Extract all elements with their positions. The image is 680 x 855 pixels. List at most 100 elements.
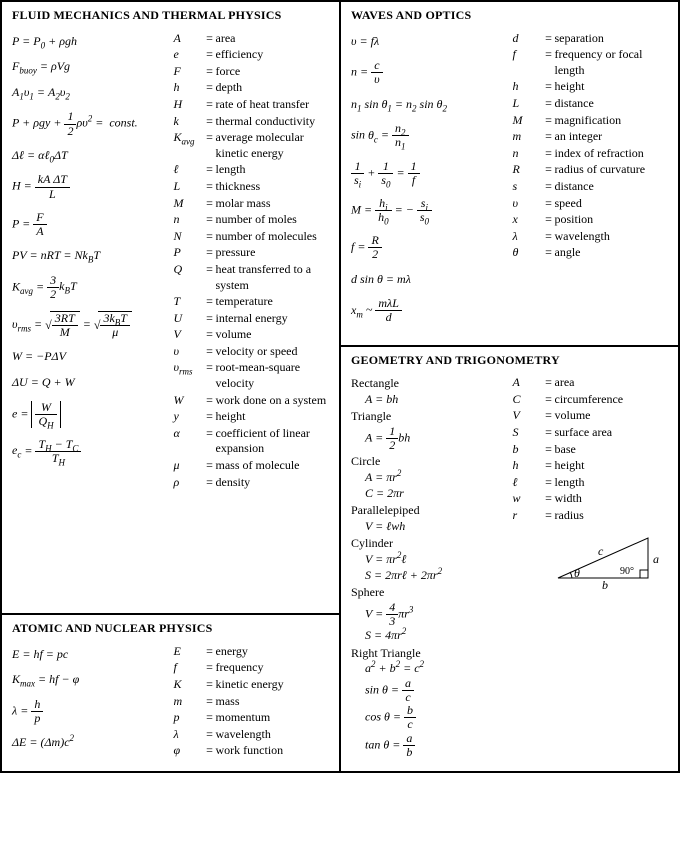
definition-symbol: Kavg <box>174 130 204 161</box>
definition-text: mass of molecule <box>216 458 330 474</box>
definition-text: kinetic energy <box>216 677 330 693</box>
definition-text: molar mass <box>216 196 330 212</box>
definition-symbol: E <box>174 644 204 660</box>
definition-text: position <box>555 212 669 228</box>
panel-title-waves: WAVES AND OPTICS <box>351 8 668 24</box>
definition-row: V=volume <box>174 327 330 343</box>
definition-text: number of moles <box>216 212 330 228</box>
definition-text: momentum <box>216 710 330 726</box>
panel-title-atomic: ATOMIC AND NUCLEAR PHYSICS <box>12 621 329 637</box>
definition-symbol: φ <box>174 743 204 759</box>
definition-symbol: θ <box>513 245 543 261</box>
definition-symbol: υrms <box>174 360 204 391</box>
definition-symbol: μ <box>174 458 204 474</box>
definition-text: energy <box>216 644 330 660</box>
definition-symbol: e <box>174 47 204 63</box>
definition-symbol: H <box>174 97 204 113</box>
definition-row: ℓ=length <box>513 475 669 491</box>
definition-text: index of refraction <box>555 146 669 162</box>
definition-text: length <box>555 475 669 491</box>
definition-row: A=area <box>174 31 330 47</box>
definition-symbol: ρ <box>174 475 204 491</box>
definition-row: R=radius of curvature <box>513 162 669 178</box>
definition-symbol: M <box>174 196 204 212</box>
definition-symbol: V <box>513 408 543 424</box>
definition-row: L=distance <box>513 96 669 112</box>
definition-symbol: A <box>174 31 204 47</box>
definition-text: speed <box>555 196 669 212</box>
definition-symbol: α <box>174 426 204 457</box>
definition-text: width <box>555 491 669 507</box>
tri-label-c: c <box>598 544 603 560</box>
definition-symbol: ℓ <box>174 162 204 178</box>
definition-row: T=temperature <box>174 294 330 310</box>
panel-waves: WAVES AND OPTICS υ = fλ n = cυ n1 sin θ1… <box>340 1 679 346</box>
definition-row: r=radius <box>513 508 669 524</box>
definition-text: efficiency <box>216 47 330 63</box>
definition-symbol: F <box>174 64 204 80</box>
geometry-shapes: RectangleA = bh TriangleA = 12bh CircleA… <box>351 374 507 761</box>
atomic-equations: E = hf = pc Kmax = hf − φ λ = hp ΔE = (Δ… <box>12 643 168 761</box>
definition-text: radius <box>555 508 669 524</box>
geometry-definitions: A=areaC=circumferenceV=volumeS=surface a… <box>513 375 669 523</box>
definition-symbol: V <box>174 327 204 343</box>
definition-row: V=volume <box>513 408 669 424</box>
definition-text: root-mean-square velocity <box>216 360 330 391</box>
definition-row: e=efficiency <box>174 47 330 63</box>
definition-text: distance <box>555 179 669 195</box>
definition-symbol: k <box>174 114 204 130</box>
definition-row: α=coefficient of linear expansion <box>174 426 330 457</box>
tri-label-a: a <box>653 552 659 568</box>
definition-row: x=position <box>513 212 669 228</box>
definition-row: p=momentum <box>174 710 330 726</box>
definition-row: F=force <box>174 64 330 80</box>
definition-text: thickness <box>216 179 330 195</box>
fluid-equations: P = P0 + ρgh Fbuoy = ρVg A1υ1 = A2υ2 P +… <box>12 30 168 492</box>
definition-text: coefficient of linear expansion <box>216 426 330 457</box>
definition-row: φ=work function <box>174 743 330 759</box>
definition-text: work function <box>216 743 330 759</box>
definition-row: λ=wavelength <box>174 727 330 743</box>
definition-row: C=circumference <box>513 392 669 408</box>
definition-row: s=distance <box>513 179 669 195</box>
formula-sheet: FLUID MECHANICS AND THERMAL PHYSICS P = … <box>0 0 680 773</box>
tri-label-theta: θ <box>574 566 580 582</box>
definition-text: area <box>216 31 330 47</box>
waves-equations: υ = fλ n = cυ n1 sin θ1 = n2 sin θ2 sin … <box>351 30 507 335</box>
definition-row: n=index of refraction <box>513 146 669 162</box>
definition-row: ρ=density <box>174 475 330 491</box>
definition-symbol: s <box>513 179 543 195</box>
definition-text: height <box>555 458 669 474</box>
definition-row: E=energy <box>174 644 330 660</box>
definition-row: P=pressure <box>174 245 330 261</box>
definition-text: distance <box>555 96 669 112</box>
definition-row: S=surface area <box>513 425 669 441</box>
definition-text: wavelength <box>216 727 330 743</box>
definition-symbol: h <box>513 458 543 474</box>
definition-row: U=internal energy <box>174 311 330 327</box>
definition-row: d=separation <box>513 31 669 47</box>
definition-symbol: ℓ <box>513 475 543 491</box>
definition-row: λ=wavelength <box>513 229 669 245</box>
definition-symbol: m <box>174 694 204 710</box>
definition-symbol: f <box>513 47 543 78</box>
definition-text: radius of curvature <box>555 162 669 178</box>
definition-row: υrms=root-mean-square velocity <box>174 360 330 391</box>
definition-row: n=number of moles <box>174 212 330 228</box>
panel-title-fluid: FLUID MECHANICS AND THERMAL PHYSICS <box>12 8 329 24</box>
definition-text: internal energy <box>216 311 330 327</box>
definition-row: υ=velocity or speed <box>174 344 330 360</box>
definition-symbol: f <box>174 660 204 676</box>
definition-text: separation <box>555 31 669 47</box>
definition-text: temperature <box>216 294 330 310</box>
definition-text: thermal conductivity <box>216 114 330 130</box>
definition-symbol: w <box>513 491 543 507</box>
definition-row: M=magnification <box>513 113 669 129</box>
definition-text: angle <box>555 245 669 261</box>
definition-row: μ=mass of molecule <box>174 458 330 474</box>
definition-row: b=base <box>513 442 669 458</box>
definition-text: volume <box>216 327 330 343</box>
definition-row: ℓ=length <box>174 162 330 178</box>
definition-text: density <box>216 475 330 491</box>
definition-symbol: S <box>513 425 543 441</box>
